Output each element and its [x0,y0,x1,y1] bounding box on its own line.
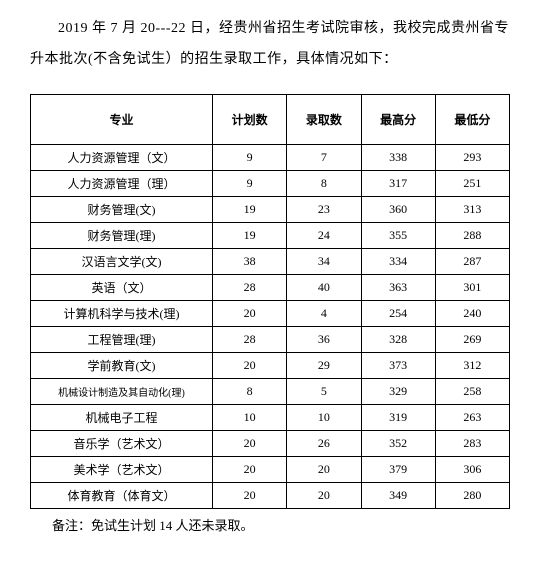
cell-major: 学前教育(文) [31,352,213,378]
cell-admit: 8 [287,170,361,196]
cell-max: 355 [361,222,435,248]
cell-admit: 4 [287,300,361,326]
col-plan: 计划数 [213,94,287,144]
cell-major: 工程管理(理) [31,326,213,352]
cell-major: 人力资源管理（理） [31,170,213,196]
cell-major: 美术学（艺术文） [31,456,213,482]
table-row: 人力资源管理（文）97338293 [31,144,510,170]
table-row: 人力资源管理（理）98317251 [31,170,510,196]
col-min: 最低分 [435,94,509,144]
cell-plan: 20 [213,352,287,378]
cell-admit: 34 [287,248,361,274]
col-max: 最高分 [361,94,435,144]
cell-plan: 20 [213,300,287,326]
cell-plan: 28 [213,326,287,352]
cell-admit: 5 [287,378,361,404]
cell-major: 人力资源管理（文） [31,144,213,170]
cell-plan: 20 [213,456,287,482]
table-row: 财务管理(文)1923360313 [31,196,510,222]
cell-min: 293 [435,144,509,170]
cell-min: 269 [435,326,509,352]
cell-min: 313 [435,196,509,222]
cell-admit: 10 [287,404,361,430]
cell-plan: 8 [213,378,287,404]
cell-plan: 38 [213,248,287,274]
cell-major: 机械电子工程 [31,404,213,430]
table-row: 英语（文）2840363301 [31,274,510,300]
cell-max: 373 [361,352,435,378]
cell-admit: 24 [287,222,361,248]
table-row: 财务管理(理)1924355288 [31,222,510,248]
cell-admit: 23 [287,196,361,222]
table-row: 体育教育（体育文）2020349280 [31,482,510,508]
cell-admit: 40 [287,274,361,300]
cell-plan: 9 [213,170,287,196]
intro-paragraph: 2019 年 7 月 20---22 日，经贵州省招生考试院审核，我校完成贵州省… [30,14,510,76]
cell-max: 317 [361,170,435,196]
table-row: 美术学（艺术文）2020379306 [31,456,510,482]
cell-plan: 10 [213,404,287,430]
cell-admit: 29 [287,352,361,378]
col-admit: 录取数 [287,94,361,144]
cell-max: 319 [361,404,435,430]
table-row: 工程管理(理)2836328269 [31,326,510,352]
cell-plan: 19 [213,196,287,222]
cell-admit: 26 [287,430,361,456]
cell-max: 349 [361,482,435,508]
cell-major: 财务管理(理) [31,222,213,248]
cell-major: 汉语言文学(文) [31,248,213,274]
cell-plan: 9 [213,144,287,170]
cell-major: 英语（文） [31,274,213,300]
cell-max: 329 [361,378,435,404]
cell-min: 258 [435,378,509,404]
cell-max: 254 [361,300,435,326]
admission-table: 专业 计划数 录取数 最高分 最低分 人力资源管理（文）97338293人力资源… [30,94,510,509]
cell-min: 240 [435,300,509,326]
cell-admit: 20 [287,482,361,508]
cell-plan: 28 [213,274,287,300]
cell-major: 计算机科学与技术(理) [31,300,213,326]
table-row: 计算机科学与技术(理)204254240 [31,300,510,326]
table-row: 音乐学（艺术文）2026352283 [31,430,510,456]
cell-max: 328 [361,326,435,352]
cell-min: 283 [435,430,509,456]
cell-min: 288 [435,222,509,248]
cell-max: 379 [361,456,435,482]
cell-max: 334 [361,248,435,274]
cell-plan: 19 [213,222,287,248]
cell-max: 363 [361,274,435,300]
cell-admit: 20 [287,456,361,482]
cell-min: 263 [435,404,509,430]
cell-max: 352 [361,430,435,456]
cell-min: 306 [435,456,509,482]
cell-min: 280 [435,482,509,508]
cell-min: 301 [435,274,509,300]
cell-admit: 36 [287,326,361,352]
table-row: 学前教育(文)2029373312 [31,352,510,378]
cell-max: 338 [361,144,435,170]
table-row: 机械设计制造及其自动化(理)85329258 [31,378,510,404]
cell-major: 音乐学（艺术文） [31,430,213,456]
col-major: 专业 [31,94,213,144]
table-row: 机械电子工程1010319263 [31,404,510,430]
cell-min: 312 [435,352,509,378]
cell-major: 机械设计制造及其自动化(理) [31,378,213,404]
cell-max: 360 [361,196,435,222]
table-row: 汉语言文学(文)3834334287 [31,248,510,274]
cell-plan: 20 [213,482,287,508]
cell-min: 287 [435,248,509,274]
footnote: 备注：免试生计划 14 人还未录取。 [30,515,510,534]
cell-admit: 7 [287,144,361,170]
cell-major: 体育教育（体育文） [31,482,213,508]
table-header-row: 专业 计划数 录取数 最高分 最低分 [31,94,510,144]
cell-plan: 20 [213,430,287,456]
cell-min: 251 [435,170,509,196]
cell-major: 财务管理(文) [31,196,213,222]
